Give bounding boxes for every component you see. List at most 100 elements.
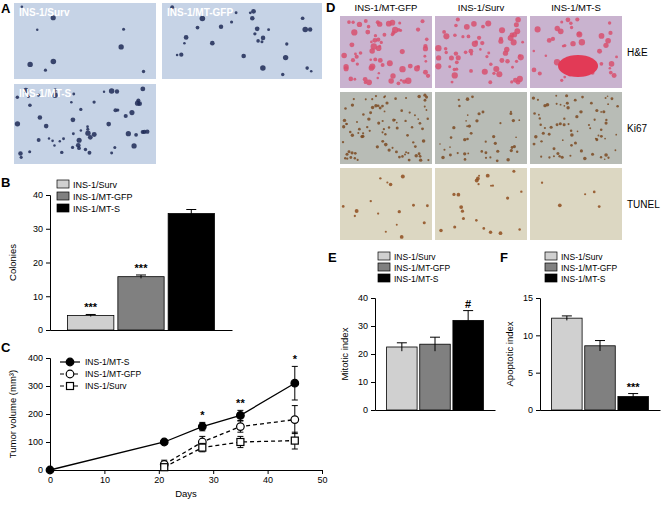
legend-label: INS-1/Surv — [73, 180, 118, 190]
texture — [504, 47, 509, 52]
texture — [51, 59, 57, 65]
texture — [398, 21, 401, 24]
texture — [600, 135, 603, 138]
tick-label: 50 — [317, 475, 327, 485]
image-background — [530, 16, 622, 88]
texture — [398, 156, 401, 159]
error-whisker — [401, 343, 402, 351]
tick-mark — [159, 470, 160, 474]
texture — [362, 113, 364, 115]
texture — [384, 95, 386, 97]
error-bar — [199, 443, 205, 451]
texture — [562, 139, 564, 141]
tick-label: 0 — [38, 465, 43, 475]
texture — [563, 123, 566, 126]
legend-entry: INS-1/MT-GFP — [378, 263, 451, 273]
texture — [376, 145, 379, 148]
texture — [370, 200, 372, 202]
tick: 300 — [28, 381, 50, 391]
texture — [183, 42, 186, 45]
tick-label: 10 — [33, 292, 43, 302]
texture — [425, 60, 428, 63]
texture — [405, 151, 407, 153]
tick-mark — [46, 358, 50, 359]
texture — [496, 159, 499, 162]
texture — [482, 69, 488, 75]
error-bar — [292, 432, 298, 449]
texture — [70, 101, 73, 104]
texture — [62, 137, 65, 140]
tick: 5 — [528, 368, 540, 378]
texture — [381, 131, 383, 133]
bar — [585, 346, 615, 410]
texture — [60, 151, 63, 154]
texture — [464, 24, 470, 30]
image-background — [435, 168, 527, 240]
texture — [409, 111, 411, 113]
texture — [424, 106, 426, 108]
texture — [360, 135, 363, 138]
tick: 40 — [358, 293, 375, 303]
texture — [482, 111, 485, 114]
column-label: INS-1/MT-S — [551, 2, 601, 13]
annotation: * — [200, 409, 205, 421]
texture — [37, 138, 41, 142]
texture — [347, 20, 351, 24]
error-cap — [292, 432, 298, 433]
texture — [548, 133, 551, 136]
tick-label: 10 — [358, 377, 368, 387]
marker — [237, 423, 245, 431]
texture — [397, 81, 401, 85]
texture — [499, 122, 501, 124]
texture — [15, 121, 20, 126]
texture — [556, 123, 559, 126]
texture — [468, 124, 471, 127]
texture — [372, 38, 377, 43]
legend-swatch — [378, 263, 390, 271]
texture — [499, 231, 503, 235]
texture — [607, 103, 609, 105]
texture — [422, 139, 426, 143]
texture — [395, 150, 398, 153]
micrograph — [340, 16, 432, 88]
texture — [367, 117, 370, 120]
texture — [377, 122, 380, 125]
legend: INS-1/SurvINS-1/MT-GFPINS-1/MT-S — [378, 252, 451, 284]
texture — [469, 69, 473, 73]
texture — [88, 135, 93, 140]
texture — [86, 128, 89, 131]
texture — [506, 158, 509, 161]
texture — [141, 130, 145, 134]
texture — [561, 156, 564, 159]
texture — [396, 127, 399, 130]
image-background — [340, 16, 432, 88]
texture — [480, 150, 483, 153]
y-axis: 010203040 — [358, 293, 376, 415]
marker — [160, 438, 168, 446]
texture — [556, 103, 558, 105]
texture — [59, 140, 61, 142]
texture — [122, 28, 125, 31]
texture — [584, 193, 586, 195]
texture — [484, 151, 487, 154]
texture — [423, 55, 426, 58]
texture — [377, 212, 379, 214]
texture — [408, 64, 413, 69]
plot-area — [46, 366, 298, 473]
bar — [420, 344, 450, 410]
error-bar — [237, 436, 243, 447]
texture — [344, 66, 349, 71]
texture — [140, 86, 145, 91]
texture — [544, 127, 546, 129]
texture — [113, 146, 116, 149]
error-bar — [237, 421, 243, 432]
texture — [385, 231, 387, 233]
tick-mark — [268, 470, 269, 474]
marker — [46, 466, 54, 474]
error-bar — [595, 341, 605, 351]
image-background — [530, 92, 622, 164]
texture — [348, 150, 351, 153]
legend-entry: INS-1/MT-GFP — [57, 192, 133, 202]
tick-mark — [46, 229, 50, 230]
error-bar — [463, 311, 473, 331]
